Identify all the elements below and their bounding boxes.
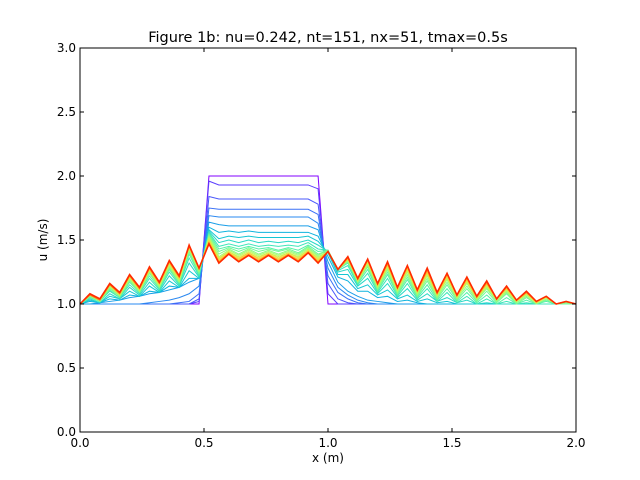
x-tick-label: 0.5	[194, 436, 213, 450]
y-tick-label: 3.0	[57, 41, 76, 55]
y-tick-label: 0.5	[57, 361, 76, 375]
y-tick-label: 2.5	[57, 105, 76, 119]
ticks-layer: 0.0 0.5 1.0 1.5 2.0 0.0 0.5 1.0 1.5 2.0 2.5 3.0	[57, 41, 586, 450]
series-line-19	[79, 241, 577, 305]
y-tick-label: 1.0	[57, 297, 76, 311]
x-axis-label: x (m)	[312, 451, 344, 465]
y-tick-label: 2.0	[57, 169, 76, 183]
x-tick-label: 0.0	[70, 436, 89, 450]
x-tick-label: 1.5	[442, 436, 461, 450]
chart-title: Figure 1b: nu=0.242, nt=151, nx=51, tmax…	[148, 30, 508, 46]
series-layer	[79, 175, 577, 305]
plot-frame	[79, 47, 577, 433]
y-axis-label: u (m/s)	[36, 219, 50, 262]
x-tick-label: 1.0	[318, 436, 337, 450]
y-tick-label: 0.0	[57, 425, 76, 439]
x-tick-label: 2.0	[566, 436, 585, 450]
series-line-1	[80, 180, 576, 305]
y-tick-label: 1.5	[57, 233, 76, 247]
series-line-12	[79, 234, 577, 305]
